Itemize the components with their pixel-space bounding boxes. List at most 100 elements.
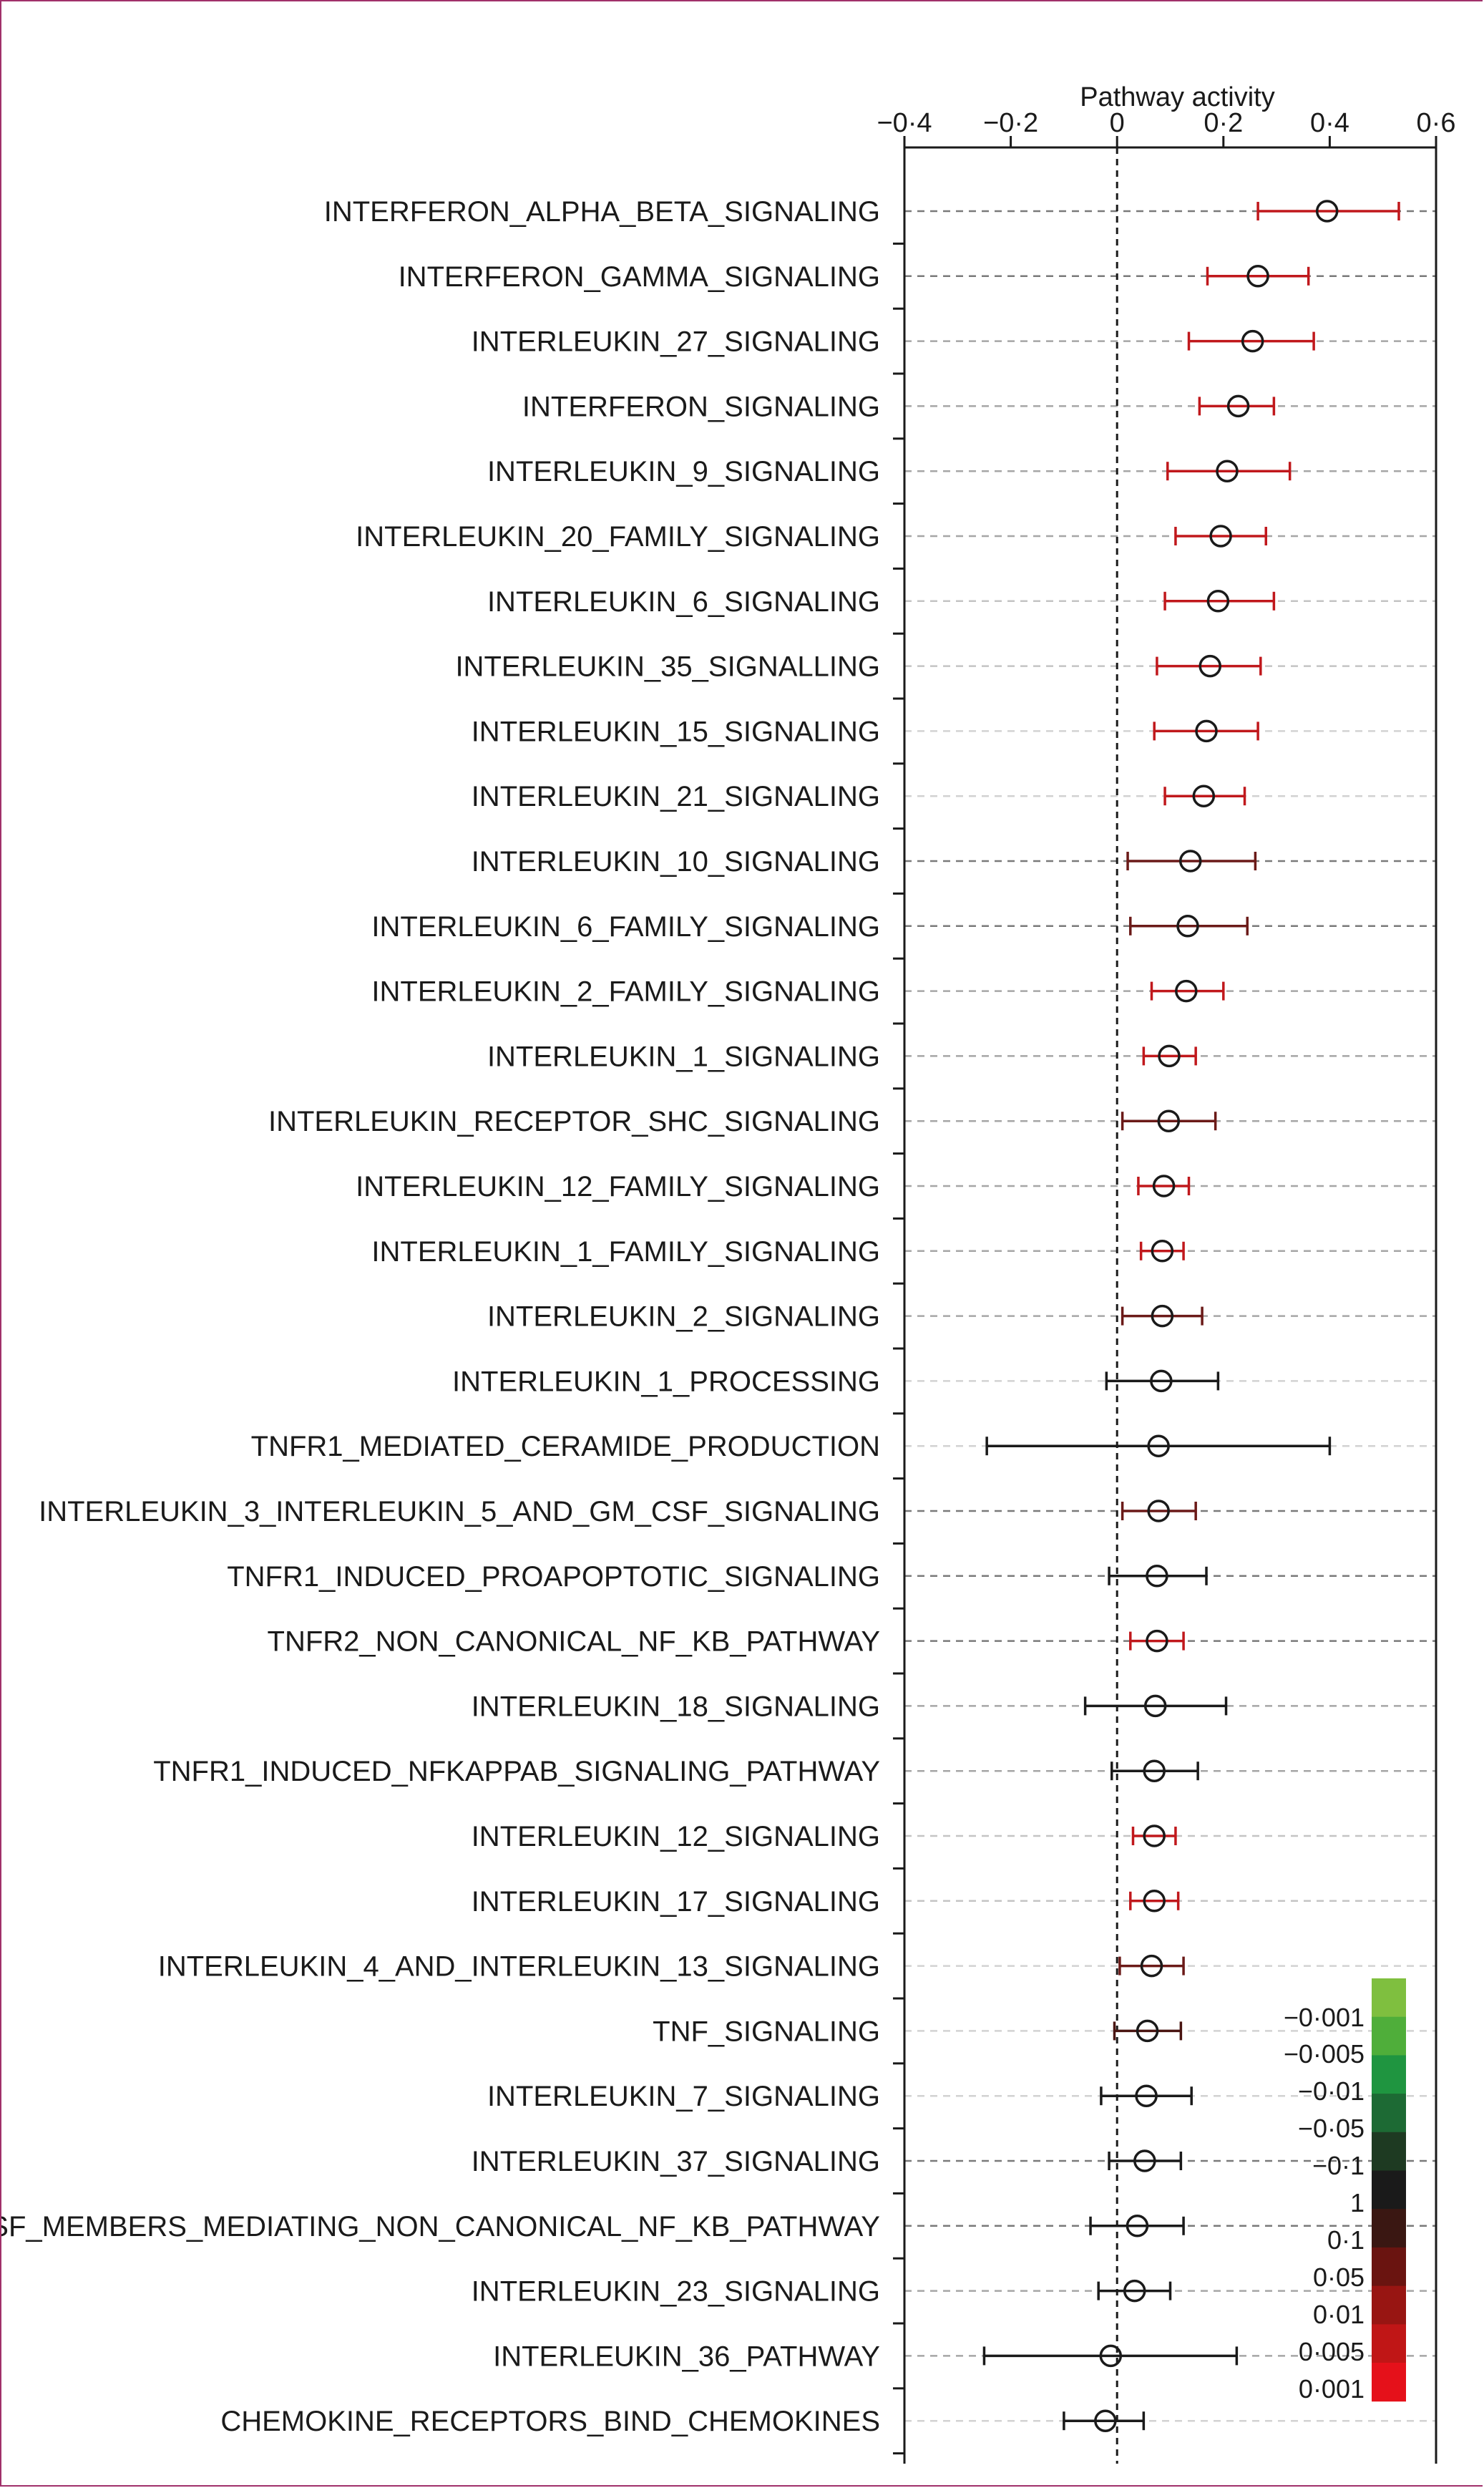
estimate-marker — [1143, 1824, 1166, 1847]
legend-swatch — [1372, 2094, 1406, 2133]
pathway-label: INTERLEUKIN_27_SIGNALING — [472, 326, 880, 358]
estimate-marker — [1241, 329, 1264, 353]
estimate-marker — [1146, 1629, 1168, 1653]
pathway-label: INTERLEUKIN_6_SIGNALING — [487, 586, 880, 618]
data-point — [1206, 265, 1310, 288]
legend-swatch — [1372, 2324, 1406, 2363]
pathway-label: INTERFERON_GAMMA_SIGNALING — [399, 261, 880, 293]
pathway-label: INTERLEUKIN_37_SIGNALING — [472, 2146, 880, 2177]
x-tick-label: 0·4 — [1310, 108, 1349, 138]
legend-label: −0·01 — [1298, 2076, 1365, 2106]
estimate-marker — [1195, 719, 1218, 743]
data-point — [1256, 200, 1400, 223]
data-point — [1131, 1824, 1177, 1847]
data-point — [1163, 784, 1246, 807]
pathway-label: CHEMOKINE_RECEPTORS_BIND_CHEMOKINES — [220, 2406, 880, 2437]
data-point — [1089, 2215, 1185, 2237]
legend-swatch — [1372, 2247, 1406, 2287]
x-tick-label: 0 — [1110, 108, 1125, 138]
data-points — [982, 200, 1400, 2432]
legend-swatch — [1372, 2170, 1406, 2210]
pathway-label: INTERLEUKIN_18_SIGNALING — [472, 1691, 880, 1722]
estimate-marker — [1123, 2279, 1146, 2303]
x-tick-label: 0·2 — [1204, 108, 1243, 138]
legend-label: −0·005 — [1284, 2039, 1365, 2069]
estimate-marker — [1152, 1175, 1176, 1197]
pathway-label: INTERLEUKIN_20_FAMILY_SIGNALING — [356, 521, 880, 553]
estimate-marker — [1143, 1694, 1167, 1718]
legend-swatch — [1372, 2363, 1406, 2402]
legend-swatch — [1372, 2055, 1406, 2094]
pathway-label: INTERLEUKIN_12_SIGNALING — [472, 1821, 880, 1852]
data-point — [982, 2344, 1239, 2368]
legend-swatch — [1372, 1978, 1406, 2018]
data-point — [1126, 850, 1257, 873]
pathway-label: INTERLEUKIN_7_SIGNALING — [487, 2081, 880, 2112]
pathway-label: INTERLEUKIN_10_SIGNALING — [472, 846, 880, 878]
legend-swatch — [1372, 2209, 1406, 2248]
estimate-marker — [1178, 850, 1202, 873]
legend-label: 0·1 — [1327, 2225, 1365, 2255]
data-point — [1142, 1044, 1197, 1068]
estimate-marker — [1143, 1890, 1166, 1913]
data-point — [1110, 1759, 1199, 1782]
estimate-marker — [1176, 915, 1199, 938]
pathway-label: INTERLEUKIN_21_SIGNALING — [472, 781, 880, 812]
pathway-label: INTERLEUKIN_3_INTERLEUKIN_5_AND_GM_CSF_S… — [39, 1496, 880, 1527]
data-point — [1129, 1890, 1180, 1913]
data-point — [1129, 915, 1249, 938]
pathway-label: INTERLEUKIN_36_PATHWAY — [493, 2341, 880, 2372]
pathway-label: INTERLEUKIN_2_FAMILY_SIGNALING — [371, 976, 880, 1008]
estimate-marker — [1140, 1954, 1163, 1978]
data-point — [1108, 1565, 1208, 1588]
legend-label: −0·001 — [1284, 2003, 1365, 2032]
estimate-marker — [1216, 460, 1239, 482]
pathway-label: INTERFERON_SIGNALING — [522, 391, 880, 422]
legend-label: −0·05 — [1298, 2114, 1365, 2143]
data-point — [1105, 1369, 1220, 1393]
estimate-marker — [1206, 590, 1230, 613]
x-tick-label: −0·2 — [983, 108, 1038, 138]
data-point — [1083, 1694, 1228, 1718]
estimate-marker — [1192, 784, 1216, 807]
estimate-marker — [1151, 1240, 1174, 1263]
x-tick-label: −0·4 — [877, 108, 932, 138]
data-point — [1129, 1629, 1185, 1653]
x-axis: Pathway activity −0·4 −0·2 0 0·2 0·4 0·6 — [877, 82, 1455, 2464]
estimate-marker — [1246, 265, 1269, 288]
estimate-marker — [1226, 394, 1250, 418]
data-point — [1139, 1240, 1185, 1263]
data-point — [1097, 2279, 1172, 2303]
data-point — [1100, 2084, 1193, 2107]
estimate-marker — [1147, 1434, 1170, 1457]
estimate-marker — [1126, 2215, 1149, 2237]
x-axis-title: Pathway activity — [1080, 82, 1274, 112]
legend-label: 0·005 — [1299, 2337, 1365, 2366]
pathway-label: INTERLEUKIN_1_PROCESSING — [452, 1366, 880, 1397]
pathway-label: INTERLEUKIN_RECEPTOR_SHC_SIGNALING — [268, 1106, 880, 1137]
data-point — [1121, 1500, 1197, 1522]
pathway-label: TNFR1_MEDIATED_CERAMIDE_PRODUCTION — [251, 1431, 880, 1462]
estimate-marker — [1175, 979, 1198, 1003]
pathway-label: INTERLEUKIN_12_FAMILY_SIGNALING — [356, 1171, 880, 1202]
legend-swatch — [1372, 2285, 1406, 2325]
pathway-label: INTERLEUKIN_35_SIGNALLING — [455, 651, 880, 683]
data-point — [1063, 2409, 1146, 2432]
legend-label: 0·001 — [1299, 2374, 1365, 2404]
data-point — [1163, 590, 1276, 613]
data-point — [1187, 329, 1315, 353]
pathway-label: INTERLEUKIN_23_SIGNALING — [472, 2276, 880, 2308]
estimate-marker — [1315, 200, 1339, 223]
estimate-marker — [1099, 2344, 1123, 2368]
pathway-label: TNFR1_INDUCED_PROAPOPTOTIC_SIGNALING — [227, 1561, 880, 1593]
data-point — [1166, 460, 1292, 482]
legend-label: 0·05 — [1313, 2263, 1365, 2292]
pathway-label: TNFR1_INDUCED_NFKAPPAB_SIGNALING_PATHWAY — [153, 1756, 880, 1787]
estimate-marker — [1094, 2409, 1117, 2432]
data-point — [1137, 1175, 1191, 1197]
data-point — [985, 1434, 1332, 1457]
estimate-marker — [1199, 654, 1221, 678]
data-point — [1108, 2149, 1183, 2172]
